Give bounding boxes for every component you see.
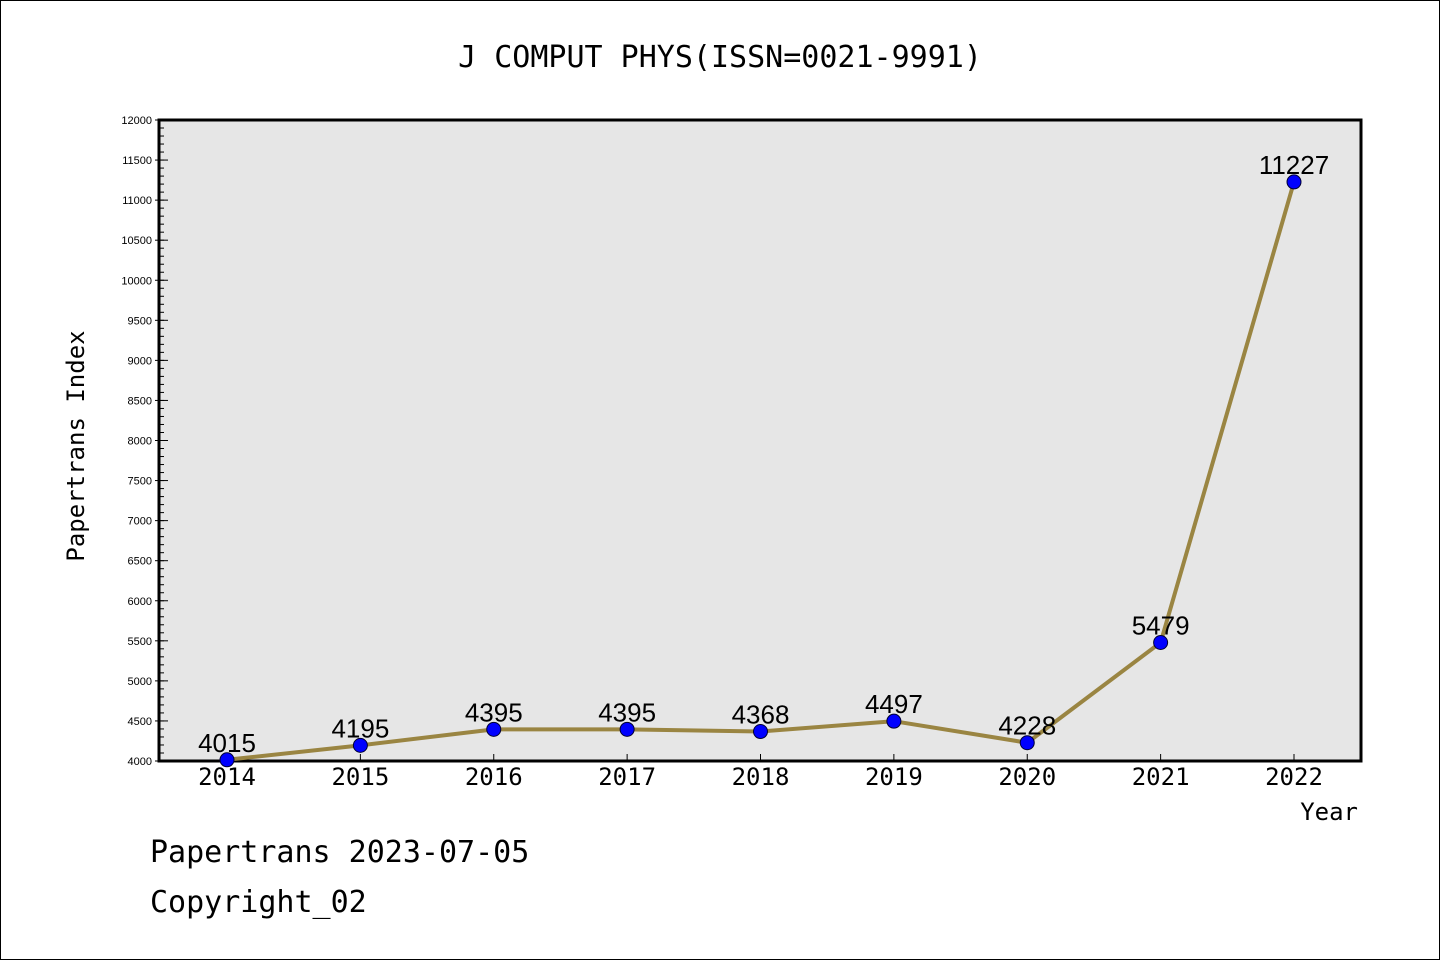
data-point: [886, 713, 902, 729]
data-point: [753, 724, 768, 740]
y-tick-label: 8000: [128, 436, 152, 448]
data-label: 4015: [198, 728, 256, 758]
x-tick-label: 2015: [331, 763, 389, 791]
y-tick-label: 5000: [128, 676, 152, 688]
x-tick-label: 2020: [998, 763, 1056, 791]
y-tick-label: 4000: [128, 756, 152, 768]
data-label: 5479: [1132, 610, 1190, 640]
y-tick-label: 6500: [128, 556, 152, 568]
data-label: 4395: [598, 697, 656, 727]
series-layer: 4015 4195 4395 4395 4368 4497 4228 5479 11227: [198, 150, 1329, 768]
y-tick-label: 10500: [121, 235, 152, 247]
x-tick-label: 2021: [1132, 763, 1190, 791]
data-label: 4395: [465, 697, 523, 727]
y-tick-label: 5500: [128, 636, 152, 648]
footer-date: Papertrans 2023-07-05: [150, 835, 530, 870]
x-axis: 2014 2015 2016 2017 2018 2019 2020 2021 2022: [198, 754, 1323, 791]
plot-area: [157, 118, 1363, 763]
footer-copyright: Copyright_02: [150, 885, 367, 920]
data-point: [352, 737, 368, 753]
y-tick-label: 7500: [128, 476, 152, 488]
x-tick-label: 2018: [732, 763, 790, 791]
y-tick-label: 7000: [128, 516, 152, 528]
y-axis-label: Papertrans Index: [62, 330, 90, 561]
data-label: 4195: [331, 713, 389, 743]
data-point: [1019, 735, 1035, 751]
y-tick-label: 8500: [128, 395, 152, 407]
x-tick-label: 2022: [1265, 763, 1323, 791]
data-point: [1286, 174, 1302, 190]
y-tick-label: 4500: [128, 716, 152, 728]
y-tick-label: 9000: [128, 355, 152, 367]
data-point: [486, 721, 502, 737]
data-point: [619, 721, 635, 737]
y-tick-label: 9500: [128, 315, 152, 327]
data-point: [219, 752, 235, 768]
y-tick-label: 11000: [122, 195, 152, 207]
data-label: 4497: [865, 689, 923, 719]
data-label: 11227: [1259, 150, 1329, 180]
y-axis: 4000 4500 5000 5500 6000 6500 7000 7500 8000 8500…: [121, 115, 168, 768]
data-point: [1153, 634, 1169, 650]
y-tick-label: 12000: [121, 115, 152, 127]
x-tick-label: 2019: [865, 763, 923, 791]
y-tick-label: 6000: [128, 596, 152, 608]
x-tick-label: 2016: [465, 763, 523, 791]
x-tick-label: 2017: [598, 763, 656, 791]
x-tick-label: 2014: [198, 763, 256, 791]
y-tick-label: 10000: [121, 275, 152, 287]
x-axis-label: Year: [1300, 798, 1358, 826]
chart-title: J COMPUT PHYS(ISSN=0021-9991): [458, 40, 982, 75]
data-label: 4368: [732, 700, 790, 730]
y-tick-label: 11500: [122, 155, 152, 167]
data-label: 4228: [998, 711, 1056, 741]
